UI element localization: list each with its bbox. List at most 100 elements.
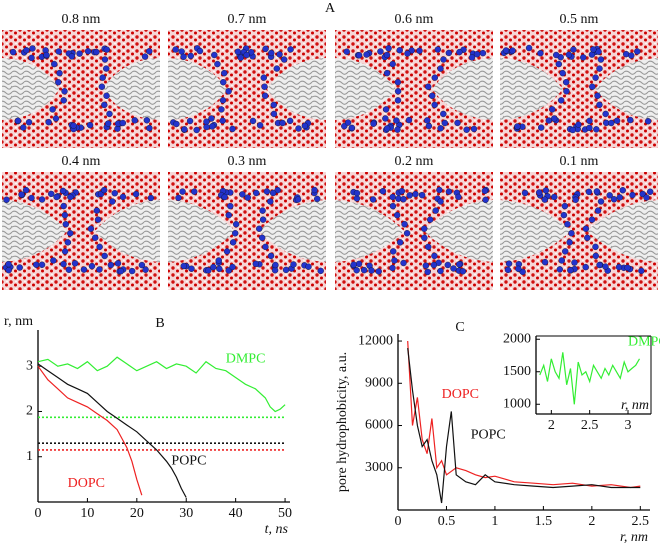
headgroup [545, 117, 553, 124]
headgroup [348, 124, 356, 132]
headgroup [215, 257, 222, 264]
headgroup [60, 202, 67, 210]
x-axis-label: t, ns [265, 522, 289, 537]
headgroup [61, 248, 69, 255]
headgroup [268, 49, 275, 57]
headgroup [556, 266, 564, 273]
y-tick-label: 2000 [503, 331, 531, 346]
headgroup [563, 88, 570, 95]
headgroup [455, 193, 462, 201]
headgroup [227, 202, 234, 210]
headgroup [425, 122, 433, 130]
headgroup [585, 188, 593, 196]
headgroup [542, 187, 550, 194]
water-region [335, 30, 493, 148]
headgroup [295, 125, 302, 132]
headgroup [561, 202, 569, 210]
x-tick-label: 40 [229, 506, 243, 521]
y-tick-label: 1500 [503, 364, 531, 379]
headgroup [602, 263, 609, 270]
headgroup [393, 117, 400, 124]
headgroup [383, 125, 391, 132]
y-tick-label: 6000 [365, 418, 393, 433]
headgroup [128, 267, 136, 275]
headgroup [138, 261, 146, 269]
headgroup [294, 196, 302, 203]
headgroup [450, 265, 457, 272]
headgroup [353, 189, 361, 197]
headgroup [377, 48, 384, 55]
headgroup [59, 187, 67, 195]
headgroup [613, 117, 621, 124]
headgroup [211, 51, 218, 59]
headgroup [229, 125, 236, 133]
headgroup [221, 69, 228, 77]
headgroup [61, 211, 69, 219]
headgroup [119, 193, 127, 201]
headgroup [287, 46, 294, 53]
headgroup [210, 263, 217, 271]
headgroup [218, 106, 225, 113]
y-axis-label: r, nm [4, 314, 33, 329]
headgroup [580, 54, 587, 61]
headgroup [385, 45, 392, 52]
headgroup [393, 211, 401, 219]
headgroup [99, 74, 106, 81]
headgroup [76, 50, 83, 57]
headgroup [391, 257, 398, 264]
headgroup [71, 260, 79, 267]
headgroup [64, 239, 72, 246]
headgroup [525, 44, 533, 52]
headgroup [93, 207, 101, 214]
headgroup [252, 260, 260, 268]
headgroup [175, 194, 182, 202]
headgroup [282, 266, 290, 274]
snapshot [2, 172, 160, 290]
x-tick-label: 0 [395, 514, 402, 529]
headgroup [615, 263, 623, 271]
x-tick-label: 2.5 [632, 514, 650, 529]
x-tick-label: 2.5 [581, 418, 599, 433]
headgroup [311, 186, 318, 194]
headgroup [430, 261, 438, 269]
headgroup [456, 48, 463, 56]
headgroup [646, 188, 654, 195]
headgroup [368, 267, 375, 274]
headgroup [188, 265, 195, 272]
snapshot [168, 172, 326, 290]
headgroup [431, 101, 438, 109]
headgroup [535, 189, 543, 196]
headgroup [375, 268, 382, 275]
headgroup [353, 195, 361, 202]
x-tick-label: 3 [625, 418, 632, 433]
headgroup [225, 88, 232, 95]
headgroup [70, 122, 77, 129]
headgroup [9, 48, 17, 56]
headgroup [67, 193, 74, 201]
y-tick-label: 12000 [358, 333, 393, 348]
headgroup [49, 106, 56, 113]
x-tick-label: 2 [548, 418, 555, 433]
headgroup [592, 252, 599, 260]
x-tick-label: 0.5 [438, 514, 456, 529]
x-tick-label: 2 [588, 514, 595, 529]
headgroup [459, 268, 467, 275]
headgroup [394, 97, 402, 104]
headgroup [567, 267, 574, 274]
headgroup [111, 189, 118, 197]
headgroup [114, 260, 122, 267]
headgroup [249, 117, 257, 125]
headgroup [431, 74, 439, 81]
y-tick-label: 2 [26, 404, 33, 419]
series-label: DMPC [628, 335, 660, 350]
headgroup [101, 252, 108, 260]
headgroup [187, 52, 194, 60]
headgroup [537, 50, 544, 57]
headgroup [608, 119, 615, 127]
headgroup [263, 188, 271, 195]
headgroup [232, 220, 240, 228]
headgroup [131, 117, 138, 124]
headgroup [62, 220, 70, 228]
headgroup [258, 234, 266, 242]
headgroup [504, 266, 512, 274]
